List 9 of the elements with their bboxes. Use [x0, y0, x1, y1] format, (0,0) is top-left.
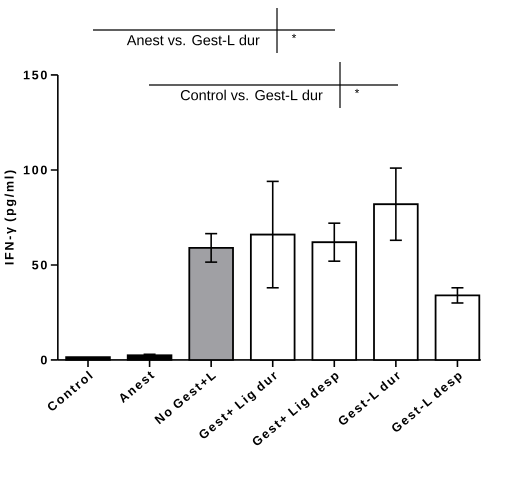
y-tick-label: 100 [24, 166, 47, 174]
y-tick-label: 50 [32, 260, 47, 270]
y-axis-title: IFN-γ (pg/ml) [4, 170, 16, 264]
y-tick-label: 0 [40, 356, 47, 364]
y-tick-label: 150 [24, 70, 47, 80]
text: * [292, 34, 296, 38]
text: Anest vs. Gest-L dur [126, 34, 260, 46]
annotation: * [354, 88, 360, 94]
annotation: Control vs. Gest-L dur [180, 90, 323, 100]
